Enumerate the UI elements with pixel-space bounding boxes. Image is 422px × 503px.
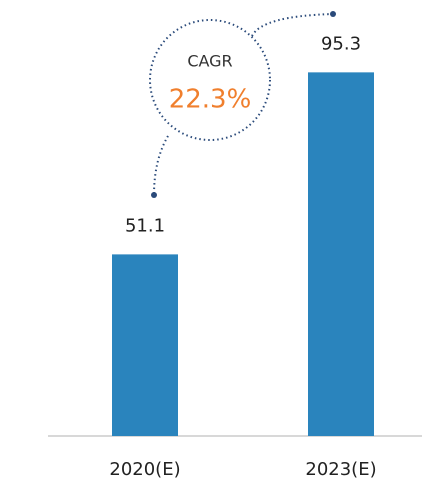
bar — [308, 72, 374, 437]
x-tick-label: 2020(E) — [109, 459, 180, 480]
connector-dot — [330, 11, 336, 17]
value-label: 95.3 — [321, 33, 361, 54]
x-tick-label: 2023(E) — [305, 459, 376, 480]
cagr-connector — [251, 13, 334, 37]
annotation-value: 22.3% — [169, 85, 252, 115]
annotation-label: CAGR — [187, 52, 232, 71]
bar — [112, 254, 178, 436]
connector-dot — [151, 192, 157, 198]
cagr-circle — [149, 19, 271, 141]
cagr-connector — [153, 135, 169, 196]
value-label: 51.1 — [125, 215, 165, 236]
